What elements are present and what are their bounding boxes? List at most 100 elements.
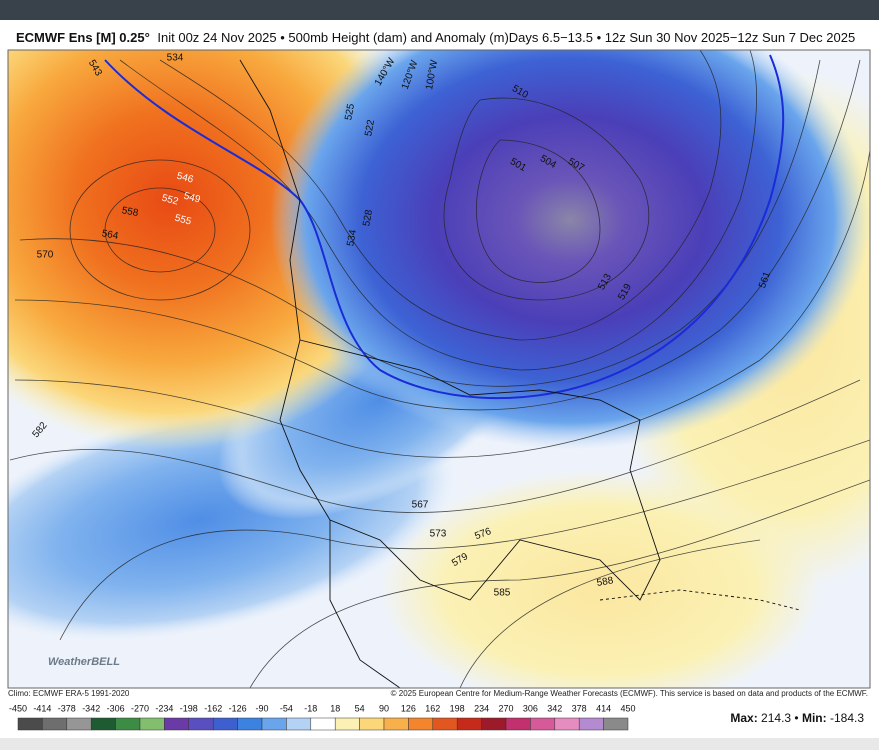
colorbar-swatch	[115, 717, 141, 731]
contour-label: 534	[167, 53, 184, 64]
separator: •	[794, 711, 798, 725]
colorbar-swatch	[383, 717, 409, 731]
colorbar-label: 234	[474, 703, 489, 713]
colorbar-swatch	[212, 717, 238, 731]
colorbar-swatch	[237, 717, 263, 731]
contour-line	[476, 139, 601, 283]
reference-contour	[104, 54, 785, 400]
contour-label: 570	[37, 250, 54, 261]
colorbar-swatch	[578, 717, 604, 731]
contour-line	[104, 187, 216, 273]
colorbar-label: 270	[498, 703, 513, 713]
colorbar-swatch	[17, 717, 43, 731]
colorbar-swatch	[481, 717, 507, 731]
contour-line	[459, 539, 761, 688]
colorbar-label: -198	[180, 703, 198, 713]
contour-label: 522	[363, 118, 377, 137]
longitude-label: 100°W	[424, 59, 440, 91]
map-frame	[7, 49, 871, 689]
contour-label: 585	[494, 588, 511, 599]
top-bar	[0, 0, 879, 20]
contour-label: 555	[173, 213, 192, 228]
colorbar-swatch	[603, 717, 629, 731]
contour-label: 549	[182, 191, 201, 206]
colorbar-swatch	[310, 717, 336, 731]
contour-line	[119, 50, 757, 371]
colorbar-swatch	[456, 717, 482, 731]
colorbar-label: 378	[572, 703, 587, 713]
anomaly-area	[270, 50, 870, 450]
max-label: Max:	[730, 711, 757, 725]
contour-line	[19, 59, 821, 387]
colorbar-swatch	[334, 717, 360, 731]
country-outline	[279, 339, 661, 601]
colorbar-label: 162	[425, 703, 440, 713]
climo-note: Climo: ECMWF ERA-5 1991-2020	[8, 689, 130, 698]
colorbar-swatch	[90, 717, 116, 731]
map: 543 5345705645585525465495555825255225285…	[8, 50, 870, 688]
colorbar-label: 306	[523, 703, 538, 713]
coastline	[239, 59, 301, 341]
max-value: 214.3	[761, 711, 791, 725]
colorbar-label: -54	[280, 703, 293, 713]
colorbar-swatch	[188, 717, 214, 731]
contour-label: 552	[160, 193, 179, 208]
colorbar-swatch	[554, 717, 580, 731]
contour-line	[443, 97, 650, 301]
colorbar-label: 126	[401, 703, 416, 713]
colorbar-label: -342	[82, 703, 100, 713]
colorbar-label: 342	[547, 703, 562, 713]
colorbar: -450 -414 -378 -342 -306 -270 -234 -198 -162 -126…	[9, 703, 636, 731]
min-value: -184.3	[830, 711, 864, 725]
contour-line	[14, 59, 861, 411]
colorbar-label: -90	[255, 703, 268, 713]
bottom-bar	[0, 738, 879, 750]
colorbar-label: -450	[9, 703, 27, 713]
colorbar-swatch	[359, 717, 385, 731]
contour-label: 588	[596, 575, 615, 589]
colorbar-label: 90	[379, 703, 389, 713]
colorbar-label: -126	[229, 703, 247, 713]
contour-label: 534	[345, 228, 359, 247]
copyright: © 2025 European Centre for Medium-Range …	[391, 689, 868, 698]
min-label: Min:	[802, 711, 827, 725]
contour-label: 528	[361, 208, 375, 227]
colorbar-swatch	[530, 717, 556, 731]
contour-label: 525	[343, 102, 357, 121]
logo: WeatherBELL	[48, 656, 120, 668]
contour-line	[9, 379, 861, 513]
colorbar-swatch	[286, 717, 312, 731]
contour-line	[249, 479, 870, 688]
colorbar-swatch	[408, 717, 434, 731]
colorbar-swatch	[505, 717, 531, 731]
colorbar-swatch	[66, 717, 92, 731]
colorbar-label: -234	[155, 703, 173, 713]
contour-label: 558	[121, 205, 140, 219]
colorbar-swatch	[42, 717, 68, 731]
contour-label: 546	[175, 171, 194, 186]
contour-line	[59, 439, 870, 641]
contour-line	[14, 149, 870, 458]
contour-label: 567	[412, 500, 429, 511]
colorbar-swatch	[432, 717, 458, 731]
anomaly-area	[380, 470, 820, 688]
contour-line	[159, 50, 722, 341]
colorbar-label: 414	[596, 703, 611, 713]
colorbar-swatch	[164, 717, 190, 731]
boundaries	[239, 59, 801, 688]
colorbar-label: -378	[58, 703, 76, 713]
stats: Max: 214.3 • Min: -184.3	[730, 711, 864, 725]
contour-line	[69, 159, 251, 301]
coastline	[329, 520, 401, 688]
colorbar-swatch	[139, 717, 165, 731]
colorbar-label: -270	[131, 703, 149, 713]
colorbar-label: 54	[355, 703, 365, 713]
colorbar-label: 198	[450, 703, 465, 713]
colorbar-label: 450	[620, 703, 635, 713]
colorbar-label: -18	[304, 703, 317, 713]
colorbar-label: -414	[33, 703, 51, 713]
island-outline	[599, 589, 801, 611]
title: ECMWF Ens [M] 0.25° Init 00z 24 Nov 2025…	[16, 30, 855, 45]
colorbar-label: -162	[204, 703, 222, 713]
